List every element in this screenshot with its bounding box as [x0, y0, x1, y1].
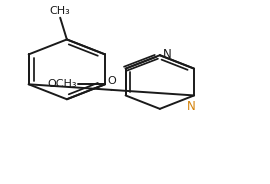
Text: OCH₃: OCH₃: [48, 79, 77, 89]
Text: N: N: [163, 48, 172, 61]
Text: O: O: [107, 76, 116, 86]
Text: CH₃: CH₃: [50, 6, 70, 16]
Text: N: N: [187, 100, 196, 113]
